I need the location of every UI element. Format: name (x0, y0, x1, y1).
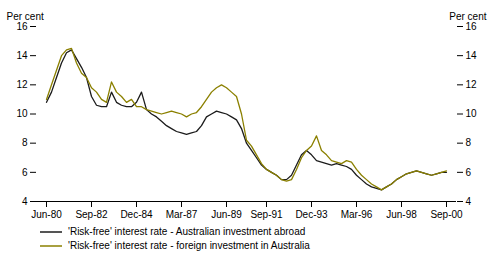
svg-text:Sep-91: Sep-91 (250, 209, 283, 220)
svg-text:Per cent: Per cent (449, 11, 486, 22)
svg-text:12: 12 (16, 79, 28, 90)
svg-text:16: 16 (466, 21, 478, 32)
svg-text:6: 6 (22, 167, 28, 178)
svg-text:16: 16 (16, 21, 28, 32)
html-text:'Risk-free' interest rate - Au: 'Risk-free' interest rate - Australian i… (68, 226, 306, 237)
svg-text:Per cent: Per cent (7, 11, 44, 22)
svg-text:10: 10 (466, 108, 478, 119)
svg-text:Sep-82: Sep-82 (75, 209, 108, 220)
svg-text:Jun-80: Jun-80 (31, 209, 62, 220)
svg-text:10: 10 (16, 108, 28, 119)
svg-text:6: 6 (466, 167, 472, 178)
svg-text:Sep-00: Sep-00 (430, 209, 463, 220)
svg-text:Mar-96: Mar-96 (341, 209, 373, 220)
svg-text:Jun-89: Jun-89 (211, 209, 242, 220)
svg-text:4: 4 (22, 196, 28, 207)
html-text:'Risk-free' interest rate - fo: 'Risk-free' interest rate - foreign inve… (68, 240, 310, 251)
svg-text:4: 4 (466, 196, 472, 207)
svg-text:14: 14 (466, 50, 478, 61)
svg-text:Dec-93: Dec-93 (295, 209, 328, 220)
svg-text:8: 8 (22, 137, 28, 148)
svg-text:Dec-84: Dec-84 (120, 209, 153, 220)
svg-text:14: 14 (16, 50, 28, 61)
svg-text:Jun-98: Jun-98 (386, 209, 417, 220)
svg-text:8: 8 (466, 137, 472, 148)
svg-text:Mar-87: Mar-87 (166, 209, 198, 220)
svg-text:12: 12 (466, 79, 478, 90)
